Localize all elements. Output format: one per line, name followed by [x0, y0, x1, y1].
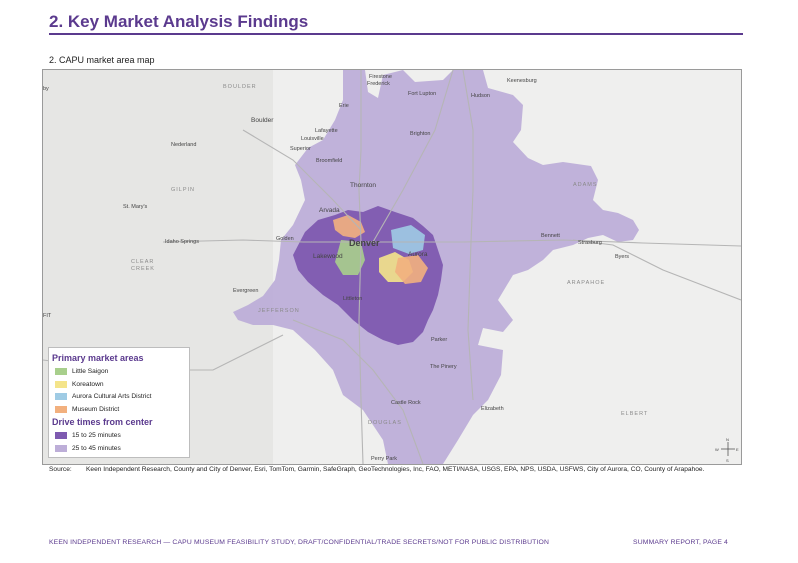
section-title: 2. Key Market Analysis Findings	[49, 12, 309, 31]
label-fort-lupton: Fort Lupton	[408, 91, 436, 97]
label-thornton: Thornton	[350, 182, 376, 189]
aurora-cultural-area	[391, 225, 425, 254]
label-adams: ADAMS	[573, 182, 598, 188]
little-saigon-area	[335, 240, 365, 275]
label-elizabeth: Elizabeth	[481, 406, 504, 412]
label-lakewood: Lakewood	[313, 253, 343, 260]
label-byers: Byers	[615, 254, 629, 260]
legend-item-little-saigon: Little Saigon	[55, 368, 108, 375]
label-arvada: Arvada	[319, 207, 340, 214]
legend-primary-heading: Primary market areas	[52, 353, 144, 363]
label-boulder-region: BOULDER	[223, 84, 257, 90]
label-littleton: Littleton	[343, 296, 362, 302]
legend-label: 25 to 45 minutes	[72, 445, 121, 452]
label-fit: FIT	[43, 313, 52, 319]
label-douglas: DOUGLAS	[368, 420, 402, 426]
label-the-pinery: The Pinery	[430, 364, 457, 370]
label-castle-rock: Castle Rock	[391, 400, 421, 406]
label-aurora: Aurora	[408, 251, 428, 258]
label-brighton: Brighton	[410, 131, 431, 137]
compass-w: W	[715, 447, 719, 452]
swatch	[55, 406, 67, 413]
footer-left: KEEN INDEPENDENT RESEARCH — CAPU MUSEUM …	[49, 539, 549, 546]
label-arapahoe: ARAPAHOE	[567, 280, 605, 286]
label-superior: Superior	[290, 146, 311, 152]
label-strasburg: Strasburg	[578, 240, 602, 246]
label-elbert: ELBERT	[621, 411, 648, 417]
label-hudson: Hudson	[471, 93, 490, 99]
label-broomfield: Broomfield	[316, 158, 342, 164]
label-nederland: Nederland	[171, 142, 196, 148]
label-golden: Golden	[276, 236, 294, 242]
swatch	[55, 368, 67, 375]
label-idaho-springs: Idaho Springs	[165, 239, 199, 245]
legend-item-15-25: 15 to 25 minutes	[55, 432, 121, 439]
legend-item-koreatown: Koreatown	[55, 381, 104, 388]
legend-label: Museum District	[72, 406, 120, 413]
legend-item-aurora-cultural: Aurora Cultural Arts District	[55, 393, 152, 400]
museum-district-area-east	[395, 255, 428, 284]
label-bennett: Bennett	[541, 233, 560, 239]
compass-rose-icon: N S W E	[715, 437, 739, 463]
compass-e: E	[736, 447, 739, 452]
label-boulder: Boulder	[251, 117, 274, 124]
legend-label: Little Saigon	[72, 368, 109, 375]
source-label: Source:	[49, 466, 72, 473]
label-clear: CLEAR	[131, 259, 154, 265]
legend-drive-heading: Drive times from center	[52, 417, 153, 427]
legend-label: Aurora Cultural Arts District	[72, 393, 152, 400]
figure-caption: 2. CAPU market area map	[49, 55, 155, 65]
legend-item-museum-district: Museum District	[55, 406, 119, 413]
label-frederick: Frederick	[367, 81, 390, 87]
map-legend: Primary market areas Little Saigon Korea…	[48, 347, 190, 458]
label-denver: Denver	[349, 238, 380, 248]
title-rule	[49, 33, 743, 35]
compass-n: N	[726, 437, 729, 442]
label-st-marys: St. Mary's	[123, 204, 148, 210]
label-evergreen: Evergreen	[233, 288, 258, 294]
label-parker: Parker	[431, 337, 447, 343]
label-louisville: Louisville	[301, 136, 324, 142]
swatch	[55, 445, 67, 452]
label-gilpin: GILPIN	[171, 187, 195, 193]
label-keenesburg: Keenesburg	[507, 78, 537, 84]
label-creek: CREEK	[131, 266, 155, 272]
compass-s: S	[726, 458, 729, 463]
swatch	[55, 393, 67, 400]
highway-lines	[43, 70, 741, 464]
source-text: Keen Independent Research, County and Ci…	[86, 466, 705, 473]
label-lafayette: Lafayette	[315, 128, 338, 134]
legend-label: Koreatown	[72, 381, 104, 388]
label-perry-park: Perry Park	[371, 456, 397, 462]
label-jefferson: JEFFERSON	[258, 308, 300, 314]
swatch	[55, 381, 67, 388]
label-firestone: Firestone	[369, 74, 392, 80]
swatch	[55, 432, 67, 439]
footer-page: SUMMARY REPORT, PAGE 4	[633, 539, 728, 546]
legend-label: 15 to 25 minutes	[72, 432, 121, 439]
label-by: by	[43, 86, 49, 92]
label-erie: Erie	[339, 103, 349, 109]
legend-item-25-45: 25 to 45 minutes	[55, 445, 121, 452]
museum-district-area	[333, 215, 365, 238]
